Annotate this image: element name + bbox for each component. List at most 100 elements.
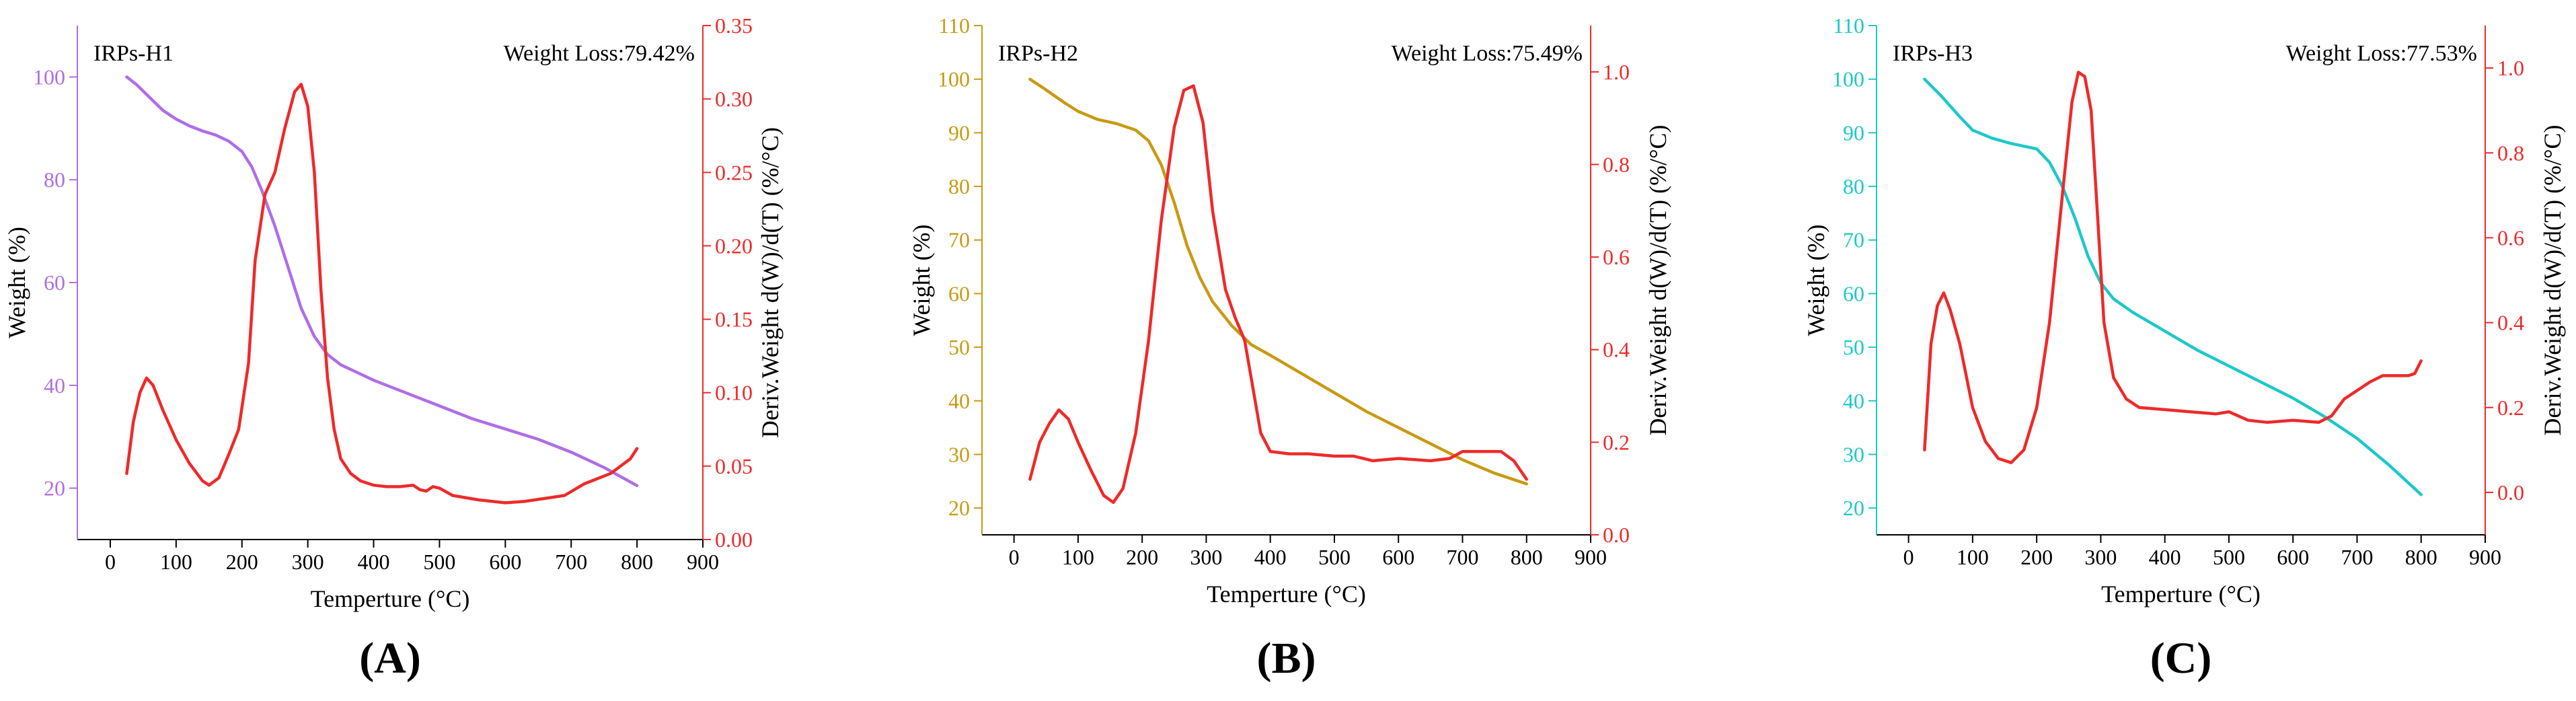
y-right-tick-label: 0.05 [715,454,753,478]
x-tick-label: 100 [160,550,192,574]
y-left-tick-label: 20 [948,496,970,520]
y-right-tick-label: 0.0 [2497,480,2524,505]
y-left-tick-label: 100 [1832,67,1864,91]
y-left-tick-label: 30 [1843,442,1864,466]
x-axis-title: Temperture (°C) [311,585,470,612]
weight-loss-annotation: Weight Loss:79.42% [504,41,695,66]
y-left-tick-label: 90 [1843,120,1864,145]
x-tick-label: 400 [1254,545,1287,569]
y-right-tick-label: 0.35 [715,13,753,38]
y-left-tick-label: 50 [1843,335,1864,359]
y-left-tick-label: 110 [1833,13,1864,38]
weight-loss-annotation: Weight Loss:75.49% [1392,41,1583,66]
y-right-tick-label: 0.15 [715,307,753,332]
y-right-tick-label: 0.2 [2497,396,2524,420]
y-right-axis-title: Deriv.Weight d(W)/d(T) (%/°C) [2539,124,2566,435]
y-left-tick-label: 40 [948,389,970,413]
x-tick-label: 700 [2341,545,2373,569]
x-tick-label: 700 [1446,545,1478,569]
deriv-weight-series-line [125,83,639,505]
x-tick-label: 800 [621,550,653,574]
x-axis-title: Temperture (°C) [2101,581,2261,607]
x-tick-label: 200 [2020,545,2053,569]
y-right-tick-label: 0.6 [2497,225,2524,250]
x-tick-label: 600 [2277,545,2309,569]
x-tick-label: 900 [1575,545,1607,569]
panel-label: (C) [2150,634,2212,683]
y-right-tick-label: 0.4 [2497,311,2524,335]
y-right-tick-label: 0.10 [715,381,753,405]
panel-label: (B) [1257,634,1316,683]
x-tick-label: 0 [1903,545,1914,569]
x-tick-label: 400 [358,550,390,574]
y-left-tick-label: 80 [1843,174,1864,198]
chart-panel-3: 0 100 200 300 400 500 600 700 800 900 20 30 40 50 60 70… [1803,13,2566,683]
sample-label: IRPs-H2 [998,41,1078,66]
x-tick-label: 100 [1062,545,1094,569]
x-tick-label: 800 [1511,545,1543,569]
x-tick-label: 300 [1190,545,1222,569]
chart-panel-2: 0 100 200 300 400 500 600 700 800 900 20 30 40 50 60 70… [908,13,1671,683]
y-left-tick-label: 80 [948,174,970,198]
x-tick-label: 100 [1957,545,1989,569]
y-right-tick-label: 0.8 [1603,152,1630,176]
y-right-tick-label: 0.2 [1603,430,1630,454]
y-left-tick-label: 60 [948,281,970,305]
y-left-axis-title: Weight (%) [908,224,935,336]
deriv-weight-series-line [1028,84,1528,505]
y-left-axis-title: Weight (%) [1803,224,1829,336]
x-tick-label: 500 [2213,545,2245,569]
weight-loss-annotation: Weight Loss:77.53% [2286,41,2477,66]
x-tick-label: 700 [555,550,587,574]
weight-series-line [1028,77,1528,486]
x-tick-label: 200 [1126,545,1158,569]
y-right-tick-label: 0.00 [715,527,753,552]
chart-panel-1: 0 100 200 300 400 500 600 700 800 900 20 40 60 80 100 0… [3,13,784,683]
x-tick-label: 800 [2405,545,2437,569]
x-tick-label: 600 [489,550,521,574]
y-left-tick-label: 80 [44,168,65,192]
y-left-tick-label: 20 [1843,496,1864,520]
y-left-tick-label: 70 [1843,228,1864,252]
y-right-tick-label: 0.30 [715,87,753,111]
y-right-tick-label: 0.4 [1603,338,1630,362]
y-right-tick-label: 1.0 [2497,56,2524,80]
y-left-tick-label: 100 [938,67,970,91]
x-tick-label: 0 [105,550,116,574]
x-tick-label: 500 [423,550,455,574]
y-left-tick-label: 110 [938,13,970,38]
panel-label: (A) [359,634,421,683]
y-left-tick-label: 70 [948,228,970,252]
y-left-tick-label: 30 [948,442,970,466]
x-tick-label: 300 [2084,545,2117,569]
y-right-tick-label: 0.6 [1603,245,1630,269]
x-tick-label: 500 [1318,545,1351,569]
x-tick-label: 400 [2149,545,2181,569]
y-left-tick-label: 20 [44,476,65,501]
x-tick-label: 200 [226,550,258,574]
y-right-tick-label: 0.0 [1603,523,1630,547]
deriv-weight-series-line [1923,71,2423,465]
x-tick-label: 900 [687,550,719,574]
x-tick-label: 600 [1382,545,1414,569]
y-left-tick-label: 60 [44,270,65,295]
y-right-tick-label: 0.25 [715,160,753,184]
weight-series-line [1923,77,2423,496]
y-right-axis-title: Deriv.Weight d(W)/d(T) (%/°C) [1644,124,1671,435]
y-left-tick-label: 100 [33,65,65,89]
y-right-tick-label: 0.8 [2497,141,2524,165]
y-right-tick-label: 1.0 [1603,60,1630,84]
x-tick-label: 0 [1009,545,1020,569]
sample-label: IRPs-H1 [93,41,174,66]
sample-label: IRPs-H3 [1893,41,1973,66]
y-left-tick-label: 60 [1843,281,1864,305]
x-tick-label: 900 [2469,545,2501,569]
y-right-axis-title: Deriv.Weight d(W)/d(T) (%/°C) [757,127,784,438]
y-right-tick-label: 0.20 [715,233,753,258]
y-left-tick-label: 90 [948,120,970,145]
weight-series-line [125,75,639,488]
x-axis-title: Temperture (°C) [1207,581,1366,607]
y-left-tick-label: 40 [44,373,65,398]
y-left-axis-title: Weight (%) [3,227,30,338]
x-tick-label: 300 [292,550,324,574]
